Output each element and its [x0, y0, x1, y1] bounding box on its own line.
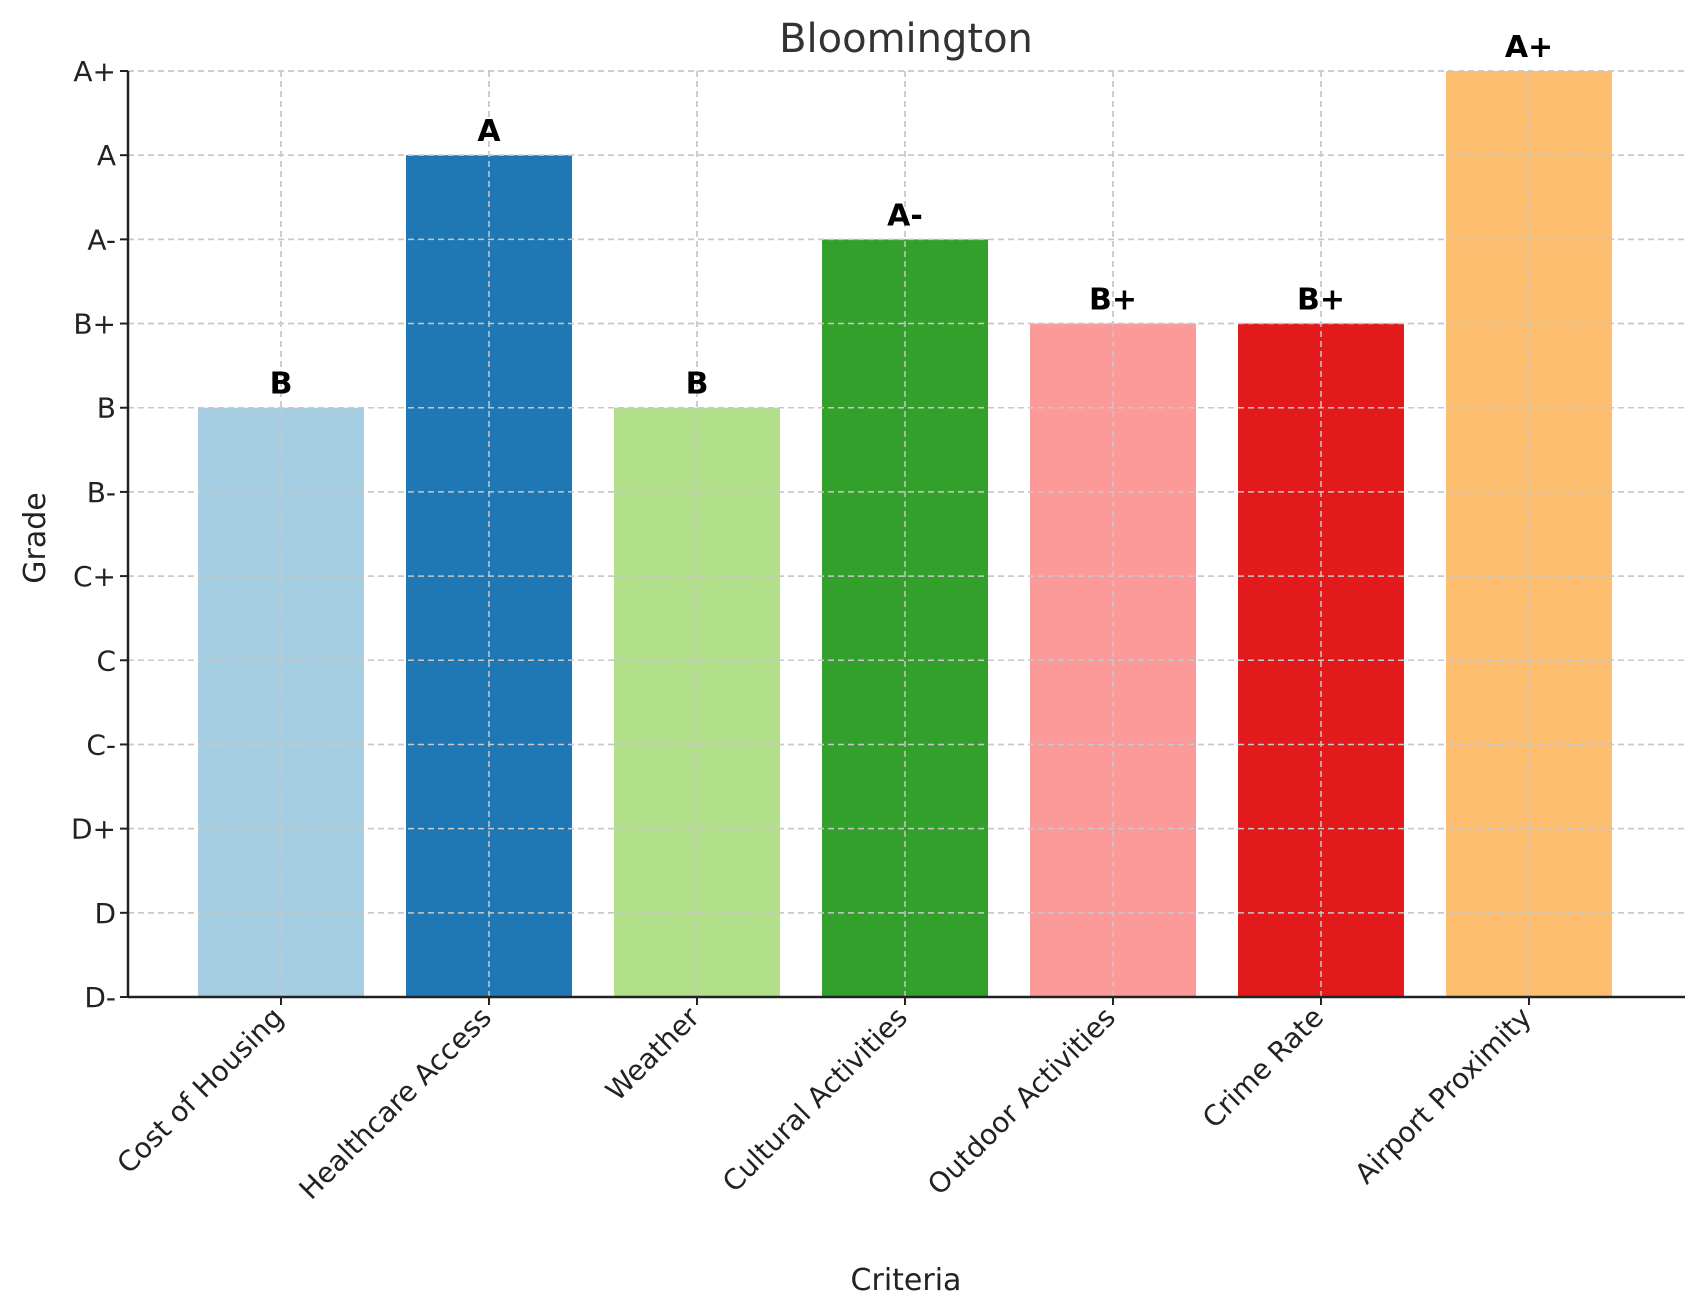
y-tick-label: A	[97, 139, 116, 172]
bar-value-label: B+	[1297, 283, 1345, 318]
axis-layer	[120, 70, 1685, 1005]
y-tick-label: C-	[86, 728, 116, 761]
y-tick-label: D	[94, 897, 116, 930]
bar-value-label: B+	[1089, 283, 1137, 318]
y-tick-label: D-	[84, 981, 116, 1014]
bar-value-label: A+	[1505, 30, 1553, 65]
y-tick-label: B+	[73, 308, 116, 341]
x-tick-label: Cultural Activities	[716, 1001, 914, 1199]
bar-value-label: A	[477, 114, 501, 149]
x-tick-label: Weather	[599, 1000, 706, 1107]
bar-value-label: B	[270, 367, 293, 402]
bar-layer	[128, 70, 1685, 998]
y-tick-label: B-	[87, 476, 116, 509]
x-axis-label: Criteria	[851, 1263, 962, 1298]
x-tick-label: Crime Rate	[1196, 1001, 1330, 1135]
y-tick-label: C	[96, 644, 116, 677]
x-tick-label: Cost of Housing	[110, 1001, 290, 1181]
y-tick-label: B	[97, 392, 116, 425]
chart-title: Bloomington	[779, 16, 1033, 62]
x-tick-label: Healthcare Access	[293, 1001, 498, 1206]
bar-value-label: B	[686, 367, 709, 402]
x-tick-label: Outdoor Activities	[921, 1001, 1122, 1202]
y-tick-label: D+	[71, 813, 116, 846]
bar-value-label: A-	[887, 198, 923, 233]
y-tick-label: C+	[73, 560, 116, 593]
x-tick-label: Airport Proximity	[1348, 1001, 1538, 1191]
y-tick-label: A+	[73, 55, 116, 88]
y-axis-label: Grade	[18, 492, 53, 583]
y-tick-label: A-	[87, 223, 116, 256]
